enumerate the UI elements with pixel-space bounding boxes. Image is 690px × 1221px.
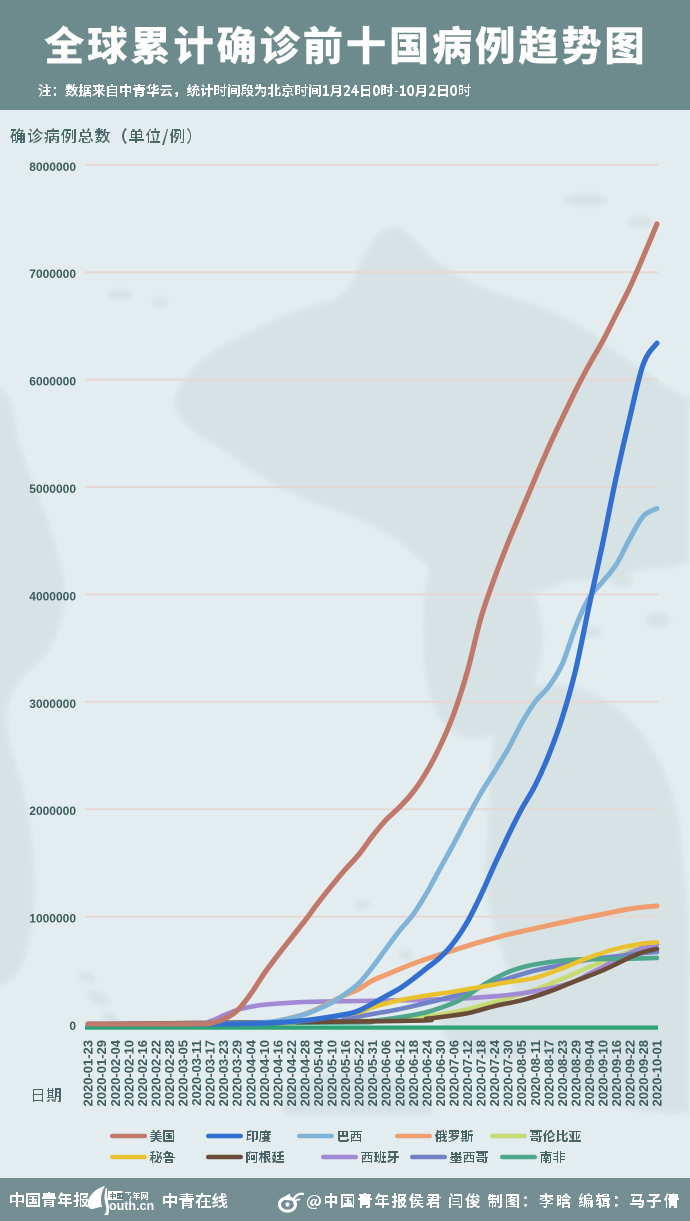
svg-text:2020-06-12: 2020-06-12 xyxy=(392,1040,407,1107)
svg-text:2020-06-24: 2020-06-24 xyxy=(419,1039,434,1106)
svg-text:2020-02-16: 2020-02-16 xyxy=(135,1040,150,1107)
svg-text:2020-09-16: 2020-09-16 xyxy=(609,1040,624,1107)
svg-text:6000000: 6000000 xyxy=(29,375,76,389)
svg-text:outh.cn: outh.cn xyxy=(109,1199,154,1213)
svg-text:1000000: 1000000 xyxy=(29,912,76,926)
svg-text:2020-02-28: 2020-02-28 xyxy=(162,1040,177,1107)
svg-text:7000000: 7000000 xyxy=(29,267,76,281)
svg-text:2020-09-04: 2020-09-04 xyxy=(582,1039,597,1106)
svg-text:2020-08-23: 2020-08-23 xyxy=(555,1040,570,1107)
svg-text:0: 0 xyxy=(69,1019,76,1033)
svg-text:2020-02-10: 2020-02-10 xyxy=(121,1040,136,1107)
svg-text:2020-10-01: 2020-10-01 xyxy=(650,1040,665,1107)
svg-text:5000000: 5000000 xyxy=(29,482,76,496)
svg-text:2020-04-28: 2020-04-28 xyxy=(298,1040,313,1107)
svg-text:2020-06-06: 2020-06-06 xyxy=(379,1040,394,1107)
svg-text:2020-02-22: 2020-02-22 xyxy=(148,1040,163,1107)
svg-text:2020-08-17: 2020-08-17 xyxy=(541,1040,556,1107)
svg-text:2020-06-18: 2020-06-18 xyxy=(406,1040,421,1107)
svg-text:2020-05-04: 2020-05-04 xyxy=(311,1039,326,1106)
svg-text:2020-09-22: 2020-09-22 xyxy=(623,1040,638,1107)
svg-text:8000000: 8000000 xyxy=(29,160,76,174)
svg-text:2020-04-22: 2020-04-22 xyxy=(284,1040,299,1107)
svg-text:2020-07-12: 2020-07-12 xyxy=(460,1040,475,1107)
svg-text:2020-03-05: 2020-03-05 xyxy=(176,1040,191,1107)
svg-text:2020-01-29: 2020-01-29 xyxy=(94,1040,109,1107)
svg-text:3000000: 3000000 xyxy=(29,697,76,711)
svg-text:2020-02-04: 2020-02-04 xyxy=(108,1039,123,1106)
svg-text:2020-08-05: 2020-08-05 xyxy=(514,1040,529,1107)
svg-text:2020-06-30: 2020-06-30 xyxy=(433,1040,448,1107)
svg-text:2020-09-10: 2020-09-10 xyxy=(596,1040,611,1107)
svg-text:2020-05-16: 2020-05-16 xyxy=(338,1040,353,1107)
svg-text:2020-03-11: 2020-03-11 xyxy=(189,1040,204,1106)
svg-text:2020-03-29: 2020-03-29 xyxy=(230,1040,245,1107)
svg-text:2020-05-22: 2020-05-22 xyxy=(352,1040,367,1107)
svg-text:2020-05-31: 2020-05-31 xyxy=(365,1040,380,1107)
svg-text:2020-04-10: 2020-04-10 xyxy=(257,1040,272,1107)
svg-text:2020-08-11: 2020-08-11 xyxy=(528,1040,543,1106)
svg-text:2020-05-10: 2020-05-10 xyxy=(325,1040,340,1107)
svg-text:2020-08-29: 2020-08-29 xyxy=(568,1040,583,1107)
svg-text:2020-07-30: 2020-07-30 xyxy=(501,1040,516,1107)
svg-text:4000000: 4000000 xyxy=(29,589,76,603)
svg-text:2020-07-18: 2020-07-18 xyxy=(474,1040,489,1107)
svg-text:2020-03-17: 2020-03-17 xyxy=(203,1040,218,1107)
svg-text:2020-07-24: 2020-07-24 xyxy=(487,1039,502,1106)
svg-text:2020-07-06: 2020-07-06 xyxy=(447,1040,462,1107)
svg-text:2000000: 2000000 xyxy=(29,804,76,818)
svg-text:2020-04-16: 2020-04-16 xyxy=(270,1040,285,1107)
svg-text:2020-09-28: 2020-09-28 xyxy=(636,1040,651,1107)
svg-text:2020-03-23: 2020-03-23 xyxy=(216,1040,231,1107)
svg-text:2020-04-04: 2020-04-04 xyxy=(243,1039,258,1106)
svg-text:2020-01-23: 2020-01-23 xyxy=(81,1040,96,1107)
